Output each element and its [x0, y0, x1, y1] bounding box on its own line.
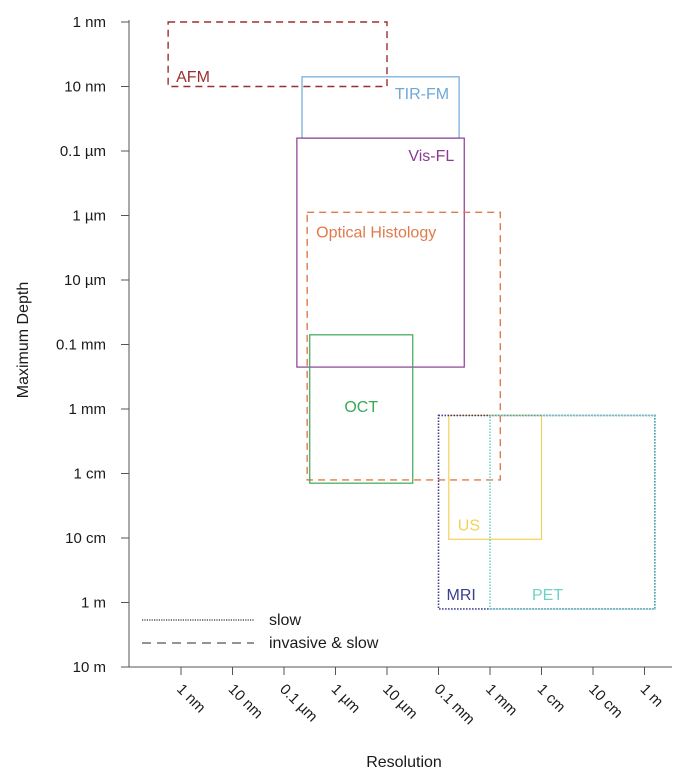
- region-vis-fl: [296, 137, 465, 368]
- y-tick-label: 1 mm: [69, 401, 107, 418]
- region-label-mri: MRI: [447, 587, 476, 604]
- legend: slow invasive & slow: [142, 612, 379, 652]
- region-pet: [489, 414, 656, 610]
- y-tick-label: 10 nm: [64, 79, 106, 96]
- x-tick-label: 1 µm: [328, 681, 364, 717]
- x-tick-label: 0.1 µm: [276, 681, 321, 726]
- y-tick-label: 1 µm: [72, 208, 106, 225]
- region-optical-histology: [306, 211, 501, 481]
- x-tick-label: 10 µm: [379, 681, 421, 723]
- x-tick-label: 10 nm: [225, 681, 267, 723]
- y-tick-label: 10 cm: [65, 530, 106, 547]
- region-mri: [437, 414, 656, 610]
- region-label-oct: OCT: [344, 399, 378, 416]
- x-tick-label: 1 mm: [482, 681, 521, 720]
- y-tick-label: 10 m: [73, 659, 106, 676]
- modality-regions: AFM TIR-FM Vis-FL Optical Histology OCT US MRI…: [167, 21, 656, 610]
- y-axis-title: Maximum Depth: [15, 282, 32, 398]
- legend-label: invasive & slow: [269, 635, 379, 652]
- legend-label: slow: [269, 612, 301, 629]
- region-us: [448, 414, 543, 540]
- y-tick-label: 0.1 mm: [56, 337, 106, 354]
- x-tick-label: 0.1 mm: [431, 681, 478, 728]
- y-tick-label: 1 nm: [73, 14, 106, 31]
- region-label-vis-fl: Vis-FL: [408, 148, 454, 165]
- y-tick-label: 10 µm: [64, 272, 106, 289]
- region-label-afm: AFM: [176, 69, 210, 86]
- x-tick-label: 1 nm: [173, 681, 209, 717]
- region-label-tir-fm: TIR-FM: [395, 86, 449, 103]
- region-afm: [167, 21, 388, 88]
- x-axis-title: Resolution: [366, 754, 442, 771]
- y-tick-label: 1 cm: [73, 466, 106, 483]
- y-tick-label: 1 m: [81, 595, 106, 612]
- region-oct: [309, 334, 414, 484]
- y-tick-label: 0.1 µm: [60, 143, 106, 160]
- region-label-optical-histology: Optical Histology: [316, 224, 436, 241]
- x-tick-label: 10 cm: [585, 681, 626, 722]
- x-tick-label: 1 m: [637, 681, 667, 711]
- region-label-us: US: [458, 517, 480, 534]
- region-label-pet: PET: [532, 587, 563, 604]
- x-tick-label: 1 cm: [534, 681, 569, 716]
